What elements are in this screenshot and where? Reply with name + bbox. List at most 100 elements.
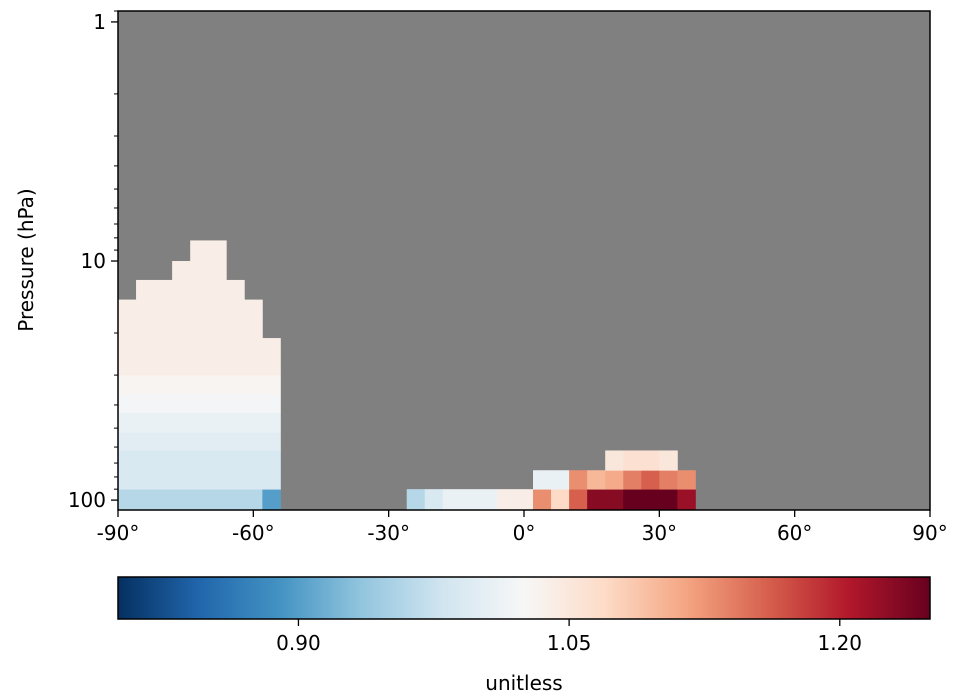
heatmap-cell [172,319,191,339]
heatmap-cell [136,412,155,433]
heatmap-cell [533,489,552,511]
heatmap-cell [208,299,227,320]
heatmap-cell [190,450,209,471]
heatmap-cell [118,394,137,413]
heatmap-cell [226,375,245,395]
heatmap-cell [172,338,191,357]
heatmap-cell [262,412,281,433]
heatmap-cell [136,470,155,490]
heatmap-cell [190,489,209,511]
heatmap-cell [641,450,660,471]
x-tick-label: 30° [642,521,677,545]
heatmap-cell [460,489,480,511]
heatmap-cell [208,470,227,490]
heatmap-cell [226,394,245,413]
heatmap-cell [587,470,606,490]
heatmap-cell [677,489,696,511]
x-tick-label: 90° [912,521,947,545]
heatmap-cell [208,240,227,262]
heatmap-cell [244,375,263,395]
heatmap-cell [244,450,263,471]
heatmap-cell [154,356,173,376]
heatmap-cell [659,470,678,490]
heatmap-cell [154,450,173,471]
heatmap-cell [208,412,227,433]
heatmap-cell [136,375,155,395]
heatmap-cell [172,412,191,433]
heatmap-cell [208,432,227,451]
colorbar-ticks: 0.90 1.05 1.20 [276,619,862,655]
heatmap-cell [208,319,227,339]
heatmap-cell [172,279,191,301]
heatmap-cell [118,375,137,395]
heatmap-cell [190,299,209,320]
heatmap-cell [244,394,263,413]
heatmap-cell [226,432,245,451]
heatmap-cell [226,279,245,301]
heatmap-cell [262,450,281,471]
colorbar-tick-label: 1.05 [547,631,592,655]
heatmap-cell [172,470,191,490]
heatmap-cell [659,489,678,511]
heatmap-cell [190,319,209,339]
heatmap-cell [244,470,263,490]
heatmap-cell [190,261,209,281]
heatmap-cell [244,412,263,433]
heatmap-cell [118,412,137,433]
heatmap-cell [262,394,281,413]
heatmap-cell [677,470,696,490]
heatmap-cell [172,261,191,281]
heatmap-cell [154,299,173,320]
y-axis: 1 10 100 [68,10,118,512]
heatmap-cell [226,338,245,357]
heatmap-cell [569,470,588,490]
heatmap-cell [136,356,155,376]
heatmap-cell [208,450,227,471]
x-tick-label: -90° [97,521,140,545]
heatmap-cell [154,412,173,433]
heatmap-cell [208,356,227,376]
heatmap-cell [262,375,281,395]
heatmap-cell [208,261,227,281]
heatmap-cell [226,450,245,471]
y-axis-label: Pressure (hPa) [14,188,38,331]
heatmap-cell [172,489,191,511]
heatmap-cell [262,338,281,357]
heatmap-cell [190,338,209,357]
heatmap-cell [244,489,263,511]
colorbar-tick-label: 0.90 [276,631,321,655]
heatmap-cell [154,394,173,413]
colorbar-tick-label: 1.20 [818,631,863,655]
heatmap-cell [190,412,209,433]
heatmap-cell [226,319,245,339]
heatmap-cell [172,394,191,413]
heatmap-cell [406,489,426,511]
heatmap-cell [136,489,155,511]
heatmap-cell [154,470,173,490]
heatmap-cell [190,356,209,376]
heatmap-cell [641,470,660,490]
heatmap-cell [190,240,209,262]
heatmap-cell [208,394,227,413]
heatmap-cell [623,470,642,490]
heatmap-cell [208,279,227,301]
heatmap-cell [136,450,155,471]
heatmap-cell [442,489,462,511]
heatmap-cell [424,489,444,511]
heatmap-cell [172,450,191,471]
heatmap-cell [605,450,624,471]
heatmap-cell [208,338,227,357]
heatmap-cell [136,279,155,301]
heatmap-cell [514,489,534,511]
x-axis: -90° -60° -30° 0° 30° 60° 90° [97,510,948,545]
heatmap-cell [118,450,137,471]
heatmap-cell [172,432,191,451]
heatmap-cell [136,319,155,339]
heatmap-cell [226,299,245,320]
heatmap-cell [118,432,137,451]
heatmap-cell [587,489,606,511]
heatmap-cell [136,299,155,320]
heatmap-cell [154,319,173,339]
x-tick-label: -60° [232,521,275,545]
